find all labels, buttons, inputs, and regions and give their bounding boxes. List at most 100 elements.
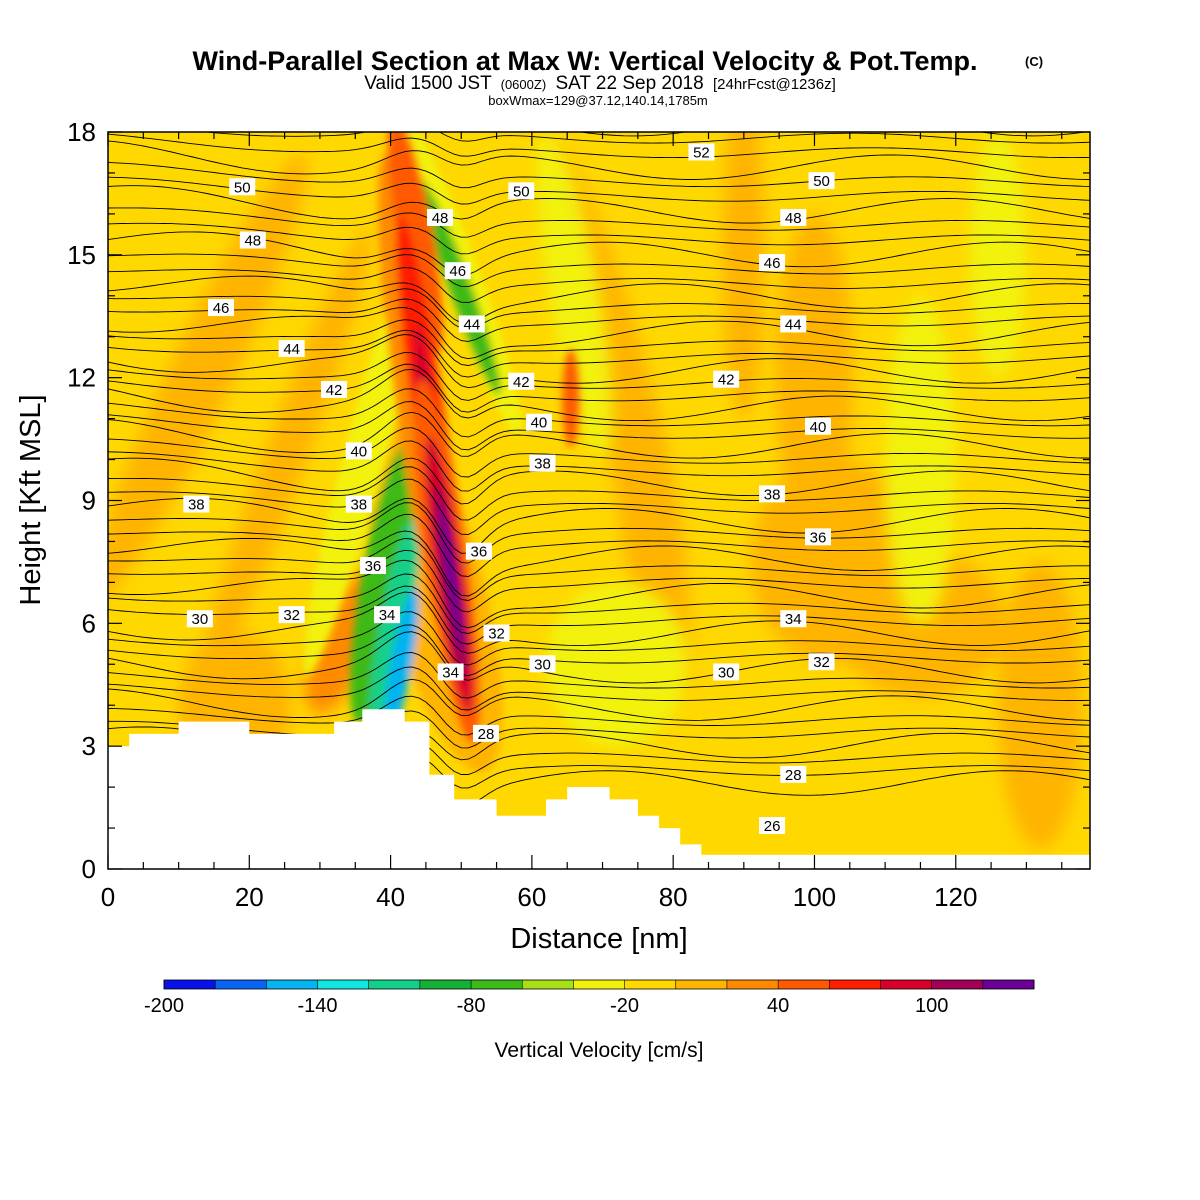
contour-label-text: 30 — [718, 664, 735, 681]
colorbar-segment — [164, 980, 216, 989]
colorbar-segment — [931, 980, 984, 989]
velocity-cell — [885, 295, 956, 624]
colorbar-segment — [675, 980, 728, 989]
x-tick-label: 20 — [235, 882, 264, 912]
contour-label-text: 30 — [534, 656, 551, 673]
contour-label: 34 — [437, 663, 464, 681]
contour-label-text: 36 — [810, 529, 827, 546]
theta-contour-line — [108, 363, 1090, 413]
contour-label-text: 52 — [693, 144, 710, 161]
contour-label-box — [374, 606, 401, 624]
contour-label-text: 44 — [785, 316, 802, 333]
colorbar-segment — [624, 980, 677, 989]
velocity-cell — [439, 505, 463, 652]
subtitle-forecast: [24hrFcst@1236z] — [713, 76, 836, 93]
theta-contour-line — [108, 652, 1090, 699]
contour-label-box — [458, 315, 485, 333]
theta-contour-line — [108, 222, 1090, 255]
colorbar-segment — [368, 980, 421, 989]
theta-contour-line — [108, 133, 1090, 159]
contour-label-box — [780, 765, 807, 783]
y-axis-title: Height [Kft MSL] — [15, 394, 47, 605]
theta-contour-line — [108, 466, 1090, 521]
contour-label-box — [444, 262, 471, 280]
theta-contour-line — [108, 502, 1090, 564]
contour-label-box — [186, 610, 213, 628]
velocity-cell — [369, 518, 420, 745]
contour-label-box — [525, 413, 552, 431]
contour-label-box — [713, 663, 740, 681]
colorbar-segment — [419, 980, 472, 989]
velocity-cell — [722, 132, 766, 419]
contour-label: 40 — [805, 417, 832, 436]
y-tick-label: 12 — [67, 363, 96, 393]
contour-label: 42 — [713, 370, 740, 389]
contour-label-box — [780, 315, 807, 333]
contour-label-box — [483, 624, 510, 642]
contour-label-text: 32 — [283, 607, 300, 624]
velocity-cell — [546, 582, 688, 747]
theta-contour-line — [578, 132, 1088, 137]
contour-label: 36 — [359, 557, 386, 575]
subtitle-valid-time: Valid 1500 JST — [364, 73, 492, 94]
theta-contour-line — [108, 411, 1090, 459]
colorbar-segment — [522, 980, 574, 989]
y-tick-label: 0 — [82, 854, 96, 884]
theta-contour-line — [108, 573, 1090, 634]
velocity-cell — [108, 154, 308, 601]
contour-label-text: 40 — [810, 419, 827, 436]
chart-subtitle: Valid 1500 JST (0600Z) SAT 22 Sep 2018 [… — [364, 73, 836, 94]
contour-label: 34 — [374, 606, 401, 624]
contour-label-box — [759, 485, 786, 503]
colorbar-segment — [266, 980, 319, 989]
theta-contour-line — [108, 631, 1090, 684]
theta-contours — [108, 132, 1090, 807]
contour-label: 34 — [780, 610, 807, 628]
contour-label-text: 38 — [534, 456, 551, 473]
contour-label-text: 36 — [365, 558, 382, 575]
terrain-mask — [108, 709, 1090, 869]
colorbar — [163, 979, 1035, 990]
contour-label-text: 42 — [326, 382, 343, 399]
y-tick-label: 9 — [82, 486, 96, 516]
theta-contour-line — [108, 401, 1090, 451]
contour-label-text: 44 — [463, 316, 480, 333]
plot-area: 52 50 50 50 48 48 48 46 46 46 44 44 44 42 42 42 40 40 40 38… — [107, 131, 1091, 870]
contour-label-box — [808, 172, 835, 190]
velocity-cell — [419, 179, 501, 396]
contour-label: 32 — [483, 624, 510, 643]
contour-label: 42 — [508, 372, 535, 391]
contour-label: 48 — [780, 208, 807, 227]
colorbar-segment — [317, 980, 370, 989]
contour-label-text: 42 — [718, 372, 735, 389]
theta-contour-line — [108, 440, 1090, 492]
contour-label: 50 — [508, 182, 535, 200]
colorbar-title: Vertical Velocity [cm/s] — [495, 1039, 704, 1062]
x-tick-labels: 0 20 40 60 80 100 120 — [101, 882, 978, 912]
contour-label-text: 46 — [764, 255, 781, 272]
contour-label-box — [472, 724, 499, 742]
theta-contour-line — [108, 298, 1090, 342]
contour-label: 26 — [759, 817, 786, 835]
contour-label-text: 38 — [764, 486, 781, 503]
theta-contour-line — [108, 678, 1090, 721]
theta-contour-line — [108, 161, 1090, 189]
contour-label: 40 — [525, 413, 552, 432]
colorbar-tick-label: 40 — [767, 995, 789, 1017]
subtitle-utc-time: (0600Z) — [501, 77, 547, 92]
colorbar-segment — [880, 980, 933, 989]
theta-contour-line — [108, 549, 1090, 613]
contour-label-text: 48 — [785, 210, 802, 227]
theta-contour-line — [108, 530, 1090, 597]
contour-label-text: 44 — [283, 341, 300, 358]
contour-label-box — [229, 178, 256, 196]
theta-contour-line — [108, 207, 1090, 238]
colorbar-segment — [829, 980, 881, 989]
contour-label-box — [345, 495, 372, 513]
contour-label-text: 40 — [350, 443, 367, 460]
contour-label-text: 46 — [449, 263, 466, 280]
contour-label: 30 — [529, 655, 556, 673]
velocity-cell — [384, 587, 419, 741]
colorbar-segment — [726, 980, 779, 989]
theta-contour-line — [108, 176, 1090, 205]
